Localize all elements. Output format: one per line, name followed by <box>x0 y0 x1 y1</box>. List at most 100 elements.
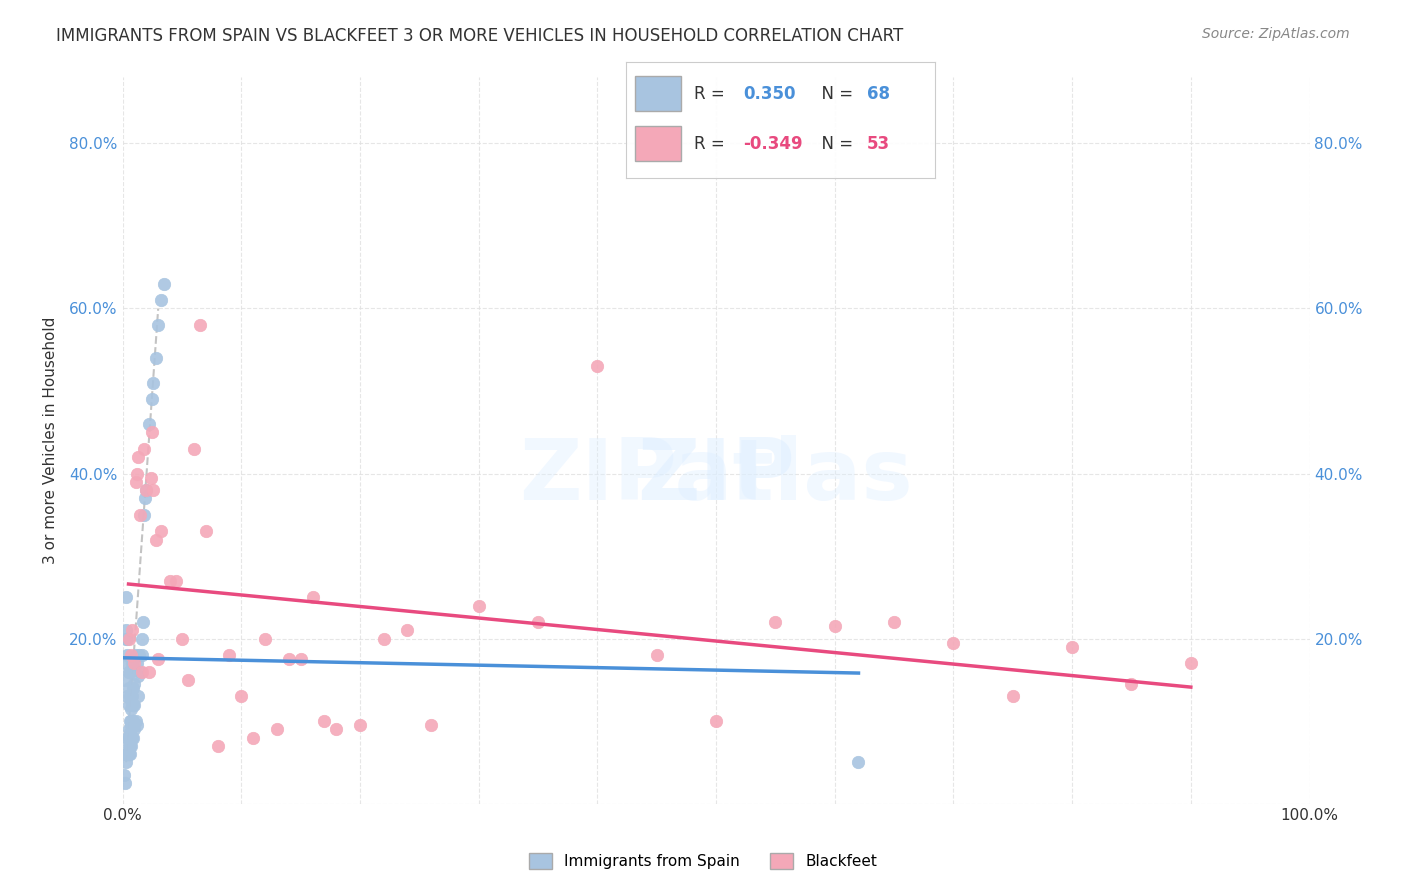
Point <box>129 508 152 522</box>
Point <box>127 450 149 464</box>
Point <box>148 652 170 666</box>
Point <box>122 714 145 728</box>
Point <box>117 665 139 679</box>
Point <box>177 673 200 687</box>
Point <box>148 318 170 332</box>
Point <box>142 483 165 497</box>
Text: IMMIGRANTS FROM SPAIN VS BLACKFEET 3 OR MORE VEHICLES IN HOUSEHOLD CORRELATION C: IMMIGRANTS FROM SPAIN VS BLACKFEET 3 OR … <box>56 27 904 45</box>
Point <box>159 574 181 588</box>
Point <box>132 508 155 522</box>
Point <box>145 533 167 547</box>
Point <box>277 652 299 666</box>
Point <box>132 442 155 456</box>
Text: ZIPatlas: ZIPatlas <box>519 435 912 518</box>
Point <box>124 475 146 489</box>
Point <box>129 665 152 679</box>
Point <box>124 714 146 728</box>
Point <box>115 747 138 761</box>
Point <box>125 718 148 732</box>
Point <box>128 648 150 662</box>
Point <box>253 632 276 646</box>
Point <box>125 467 148 481</box>
Point <box>120 731 142 745</box>
Point <box>114 776 136 790</box>
Point <box>131 648 153 662</box>
Point <box>194 524 217 539</box>
Point <box>848 756 870 770</box>
Text: 68: 68 <box>868 85 890 103</box>
Point <box>586 359 609 374</box>
Point <box>117 723 139 737</box>
Point <box>763 615 786 629</box>
Point <box>153 277 176 291</box>
Point <box>131 665 153 679</box>
Point <box>373 632 395 646</box>
Point <box>242 731 264 745</box>
Point <box>301 591 323 605</box>
Point <box>117 747 139 761</box>
Point <box>118 731 141 745</box>
Point <box>149 524 172 539</box>
Point <box>121 690 143 704</box>
Point <box>117 747 139 761</box>
Point <box>117 681 139 695</box>
Point <box>112 768 135 782</box>
Point <box>118 739 141 753</box>
Point <box>142 376 165 390</box>
Point <box>114 673 136 687</box>
Point <box>117 698 139 712</box>
Point <box>139 470 162 484</box>
Text: ZIP: ZIP <box>637 435 794 518</box>
Point <box>124 677 146 691</box>
Point <box>120 702 142 716</box>
Point <box>115 756 138 770</box>
Point <box>117 648 139 662</box>
Point <box>118 714 141 728</box>
Point <box>115 632 138 646</box>
Point <box>141 392 163 407</box>
Point <box>125 657 148 671</box>
Point <box>145 351 167 365</box>
FancyBboxPatch shape <box>636 77 682 112</box>
Point <box>420 718 443 732</box>
Text: R =: R = <box>693 135 730 153</box>
Point <box>120 693 142 707</box>
Point <box>141 425 163 440</box>
Point <box>121 624 143 638</box>
Point <box>290 652 312 666</box>
Point <box>231 690 253 704</box>
Point <box>149 293 172 308</box>
Point <box>117 731 139 745</box>
Point <box>117 739 139 753</box>
Point <box>120 714 142 728</box>
Text: N =: N = <box>811 85 859 103</box>
Point <box>183 442 205 456</box>
Point <box>121 657 143 671</box>
Point <box>124 657 146 671</box>
FancyBboxPatch shape <box>636 126 682 161</box>
Point <box>114 657 136 671</box>
Point <box>131 632 153 646</box>
Point <box>188 318 211 332</box>
Point <box>396 624 419 638</box>
Point <box>266 723 288 737</box>
Point <box>165 574 187 588</box>
Point <box>122 681 145 695</box>
Text: Source: ZipAtlas.com: Source: ZipAtlas.com <box>1202 27 1350 41</box>
Point <box>118 665 141 679</box>
Text: N =: N = <box>811 135 859 153</box>
Point <box>942 636 965 650</box>
Text: 0.350: 0.350 <box>744 85 796 103</box>
Point <box>122 652 145 666</box>
Point <box>349 718 371 732</box>
Point <box>124 723 146 737</box>
Point <box>117 690 139 704</box>
Point <box>120 648 142 662</box>
Y-axis label: 3 or more Vehicles in Household: 3 or more Vehicles in Household <box>44 317 58 565</box>
Point <box>118 690 141 704</box>
Point <box>118 747 141 761</box>
Point <box>122 698 145 712</box>
Point <box>527 615 550 629</box>
Point <box>325 723 347 737</box>
Point <box>883 615 905 629</box>
